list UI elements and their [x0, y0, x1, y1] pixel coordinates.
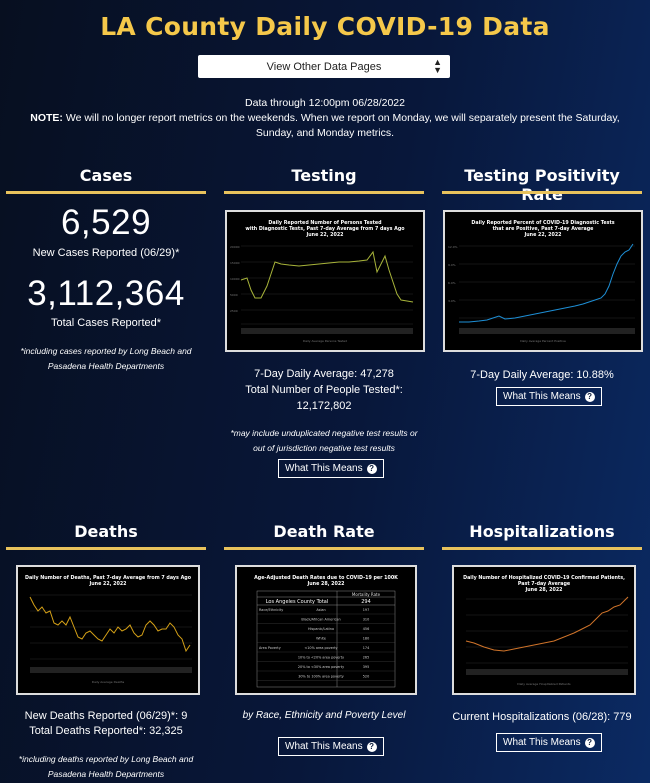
death-rate-label: 30% to 100% area poverty: [298, 675, 344, 679]
testing-what-this-means-button[interactable]: What This Means?: [278, 459, 384, 478]
hospitalizations-button-label: What This Means: [503, 737, 581, 748]
svg-text:20000: 20000: [230, 245, 240, 249]
svg-text:Daily Number of Deaths, Past 7: Daily Number of Deaths, Past 7-day Avera…: [25, 575, 192, 581]
testing-total-value: 12,172,802: [296, 400, 352, 412]
svg-text:6.0%: 6.0%: [448, 281, 456, 285]
svg-text:15000: 15000: [230, 261, 240, 265]
question-icon: ?: [366, 741, 377, 752]
svg-text:Daily Average Percent Positive: Daily Average Percent Positive: [520, 339, 566, 343]
death-rate-heading: Death Rate: [273, 522, 375, 541]
data-pages-select-label: View Other Data Pages: [266, 60, 382, 73]
svg-text:9.0%: 9.0%: [448, 263, 456, 267]
svg-text:that are Positive, Past 7-day: that are Positive, Past 7-day Average: [493, 226, 595, 232]
new-cases-label: New Cases Reported (06/29)*: [32, 247, 180, 259]
svg-text:June 22, 2022: June 22, 2022: [523, 232, 561, 238]
death-rate-label: 10% to <20% area poverty: [298, 656, 344, 660]
deaths-divider: [6, 547, 206, 550]
mortality-header: Mortality Rate: [352, 592, 381, 597]
hospitalizations-divider: [442, 547, 642, 550]
current-hospitalizations: Current Hospitalizations (06/28): 779: [452, 711, 632, 723]
data-note: Data through 12:00pm 06/28/2022 NOTE: We…: [0, 96, 650, 141]
svg-text:Age-Adjusted Death Rates due t: Age-Adjusted Death Rates due to COVID-19…: [254, 575, 398, 581]
hospitalizations-heading: Hospitalizations: [469, 522, 615, 541]
testing-button-label: What This Means: [285, 463, 363, 474]
death-rate-value: 395: [363, 665, 369, 669]
svg-text:2500: 2500: [230, 309, 238, 313]
svg-text:Daily Number of Hospitalized C: Daily Number of Hospitalized COVID-19 Co…: [463, 575, 625, 581]
death-rate-label: Asian: [316, 608, 325, 612]
testing-footnote: *may include unduplicated negative test …: [230, 428, 418, 453]
deaths-chart[interactable]: Daily Number of Deaths, Past 7-day Avera…: [16, 565, 200, 695]
positivity-average: 7-Day Daily Average: 10.88%: [470, 369, 614, 381]
death-rate-group: Area Poverty: [259, 646, 281, 650]
note-text: We will no longer report metrics on the …: [62, 112, 620, 139]
question-icon: ?: [366, 463, 377, 474]
deaths-heading: Deaths: [74, 522, 138, 541]
death-rate-button-label: What This Means: [285, 741, 363, 752]
death-rate-label: 20% to <30% area poverty: [298, 665, 344, 669]
death-rate-what-this-means-button[interactable]: What This Means?: [278, 737, 384, 756]
death-rate-label: Black/African American: [301, 618, 340, 622]
question-icon: ?: [584, 391, 595, 402]
positivity-heading: Testing Positivity Rate: [464, 166, 620, 204]
death-rate-caption: by Race, Ethnicity and Poverty Level: [242, 710, 406, 721]
note-label: NOTE:: [30, 112, 63, 124]
death-rate-label: White: [316, 637, 326, 641]
svg-text:with Diagnostic Tests, Past 7-: with Diagnostic Tests, Past 7-day Averag…: [245, 226, 405, 232]
death-rate-label: Hispanic/Latino: [308, 627, 334, 631]
svg-text:June 22, 2022: June 22, 2022: [88, 581, 126, 587]
svg-text:Daily Reported Number of Perso: Daily Reported Number of Persons Tested: [268, 220, 382, 226]
death-rate-group: Race/Ethnicity: [259, 608, 283, 612]
county-value: 294: [361, 599, 371, 605]
total-deaths-label: Total Deaths Reported*: 32,325: [29, 725, 183, 737]
cases-heading: Cases: [79, 166, 133, 185]
new-deaths-label: New Deaths Reported (06/29)*: 9: [24, 710, 188, 722]
svg-text:Past 7-day Average: Past 7-day Average: [518, 581, 571, 587]
positivity-chart[interactable]: Daily Reported Percent of COVID-19 Diagn…: [443, 210, 643, 352]
testing-total-label: Total Number of People Tested*:: [245, 384, 403, 396]
death-rate-value: 310: [363, 618, 369, 622]
hospitalizations-chart[interactable]: Daily Number of Hospitalized COVID-19 Co…: [452, 565, 636, 695]
svg-text:10000: 10000: [230, 277, 240, 281]
death-rate-value: 180: [363, 637, 369, 641]
sort-caret-icon: ▲ ▼: [433, 57, 442, 75]
svg-text:Daily Average Hospitalized Pat: Daily Average Hospitalized Patients: [517, 682, 571, 686]
svg-text:June 28, 2022: June 28, 2022: [524, 587, 562, 593]
death-rate-value: 265: [363, 656, 369, 660]
new-cases-value: 6,529: [60, 203, 152, 242]
svg-text:3.0%: 3.0%: [448, 299, 456, 303]
positivity-what-this-means-button[interactable]: What This Means?: [496, 387, 602, 406]
question-icon: ?: [584, 737, 595, 748]
county-label: Los Angeles County Total: [266, 599, 329, 605]
death-rate-value: 520: [363, 675, 369, 679]
deaths-footnote: *including deaths reported by Long Beach…: [18, 754, 194, 779]
svg-text:June 28, 2022: June 28, 2022: [306, 581, 344, 587]
positivity-button-label: What This Means: [503, 391, 581, 402]
page-title: LA County Daily COVID-19 Data: [100, 12, 550, 41]
death-rate-value: 174: [363, 646, 369, 650]
positivity-divider: [442, 191, 642, 194]
svg-text:12.0%: 12.0%: [448, 245, 458, 249]
total-cases-value: 3,112,364: [27, 274, 185, 313]
cases-footnote: *including cases reported by Long Beach …: [20, 346, 192, 371]
svg-text:Daily Reported Percent of COVI: Daily Reported Percent of COVID-19 Diagn…: [471, 220, 614, 226]
death-rate-value: 456: [363, 627, 369, 631]
svg-text:June 22, 2022: June 22, 2022: [305, 232, 343, 238]
testing-heading: Testing: [291, 166, 357, 185]
death-rate-divider: [224, 547, 424, 550]
death-rate-label: <10% area poverty: [304, 646, 337, 650]
total-cases-label: Total Cases Reported*: [50, 317, 162, 329]
death-rate-table-image[interactable]: Age-Adjusted Death Rates due to COVID-19…: [235, 565, 417, 695]
testing-average: 7-Day Daily Average: 47,278: [254, 368, 394, 380]
data-through: Data through 12:00pm 06/28/2022: [245, 97, 405, 109]
death-rate-value: 197: [363, 608, 369, 612]
hospitalizations-what-this-means-button[interactable]: What This Means?: [496, 733, 602, 752]
data-pages-select[interactable]: View Other Data Pages ▲ ▼: [198, 55, 450, 78]
svg-text:5000: 5000: [230, 293, 238, 297]
testing-chart[interactable]: Daily Reported Number of Persons Tested …: [225, 210, 425, 352]
svg-text:Daily Average Deaths: Daily Average Deaths: [92, 680, 125, 684]
cases-divider: [6, 191, 206, 194]
testing-divider: [224, 191, 424, 194]
svg-text:Daily Average Persons Tested: Daily Average Persons Tested: [303, 339, 347, 343]
